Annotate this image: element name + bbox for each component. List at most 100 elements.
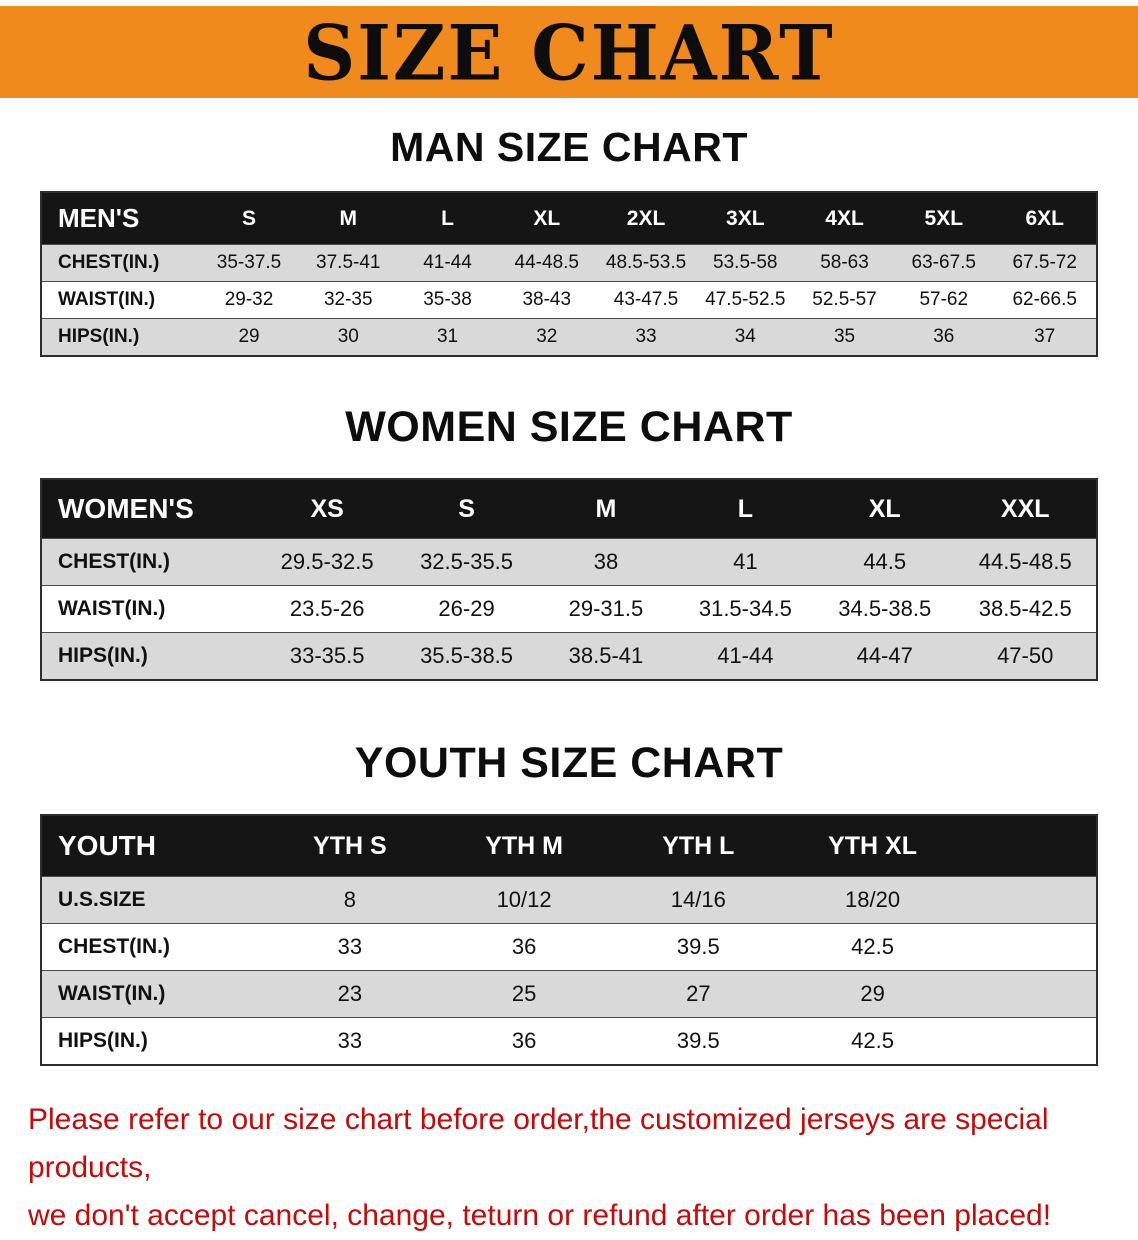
row-label-cell: CHEST(IN.)	[41, 244, 200, 282]
filler-cell	[959, 876, 1097, 924]
size-value-cell: 36	[894, 318, 994, 356]
table-row: CHEST(IN.) 35-37.5 37.5-41 41-44 44-48.5…	[41, 244, 1097, 282]
size-column-header: XL	[497, 192, 597, 245]
size-column-header: M	[536, 479, 676, 539]
men-section-heading: MAN SIZE CHART	[390, 124, 748, 170]
size-value-cell: 29	[199, 318, 299, 356]
footer-note-line1: Please refer to our size chart before or…	[28, 1103, 1049, 1184]
size-value-cell: 34.5-38.5	[815, 585, 955, 633]
size-column-header: 3XL	[695, 192, 795, 245]
filler-cell	[959, 970, 1097, 1018]
size-value-cell: 33-35.5	[257, 632, 397, 680]
men-size-table: MEN'S S M L XL 2XL 3XL 4XL 5XL 6XL CHEST…	[40, 191, 1098, 357]
size-column-header: XL	[815, 479, 955, 539]
size-value-cell: 36	[436, 1017, 612, 1065]
row-label-cell: HIPS(IN.)	[41, 632, 258, 680]
size-value-cell: 57-62	[894, 281, 994, 319]
size-value-cell: 38	[536, 538, 676, 586]
size-value-cell: 29-32	[199, 281, 299, 319]
size-value-cell: 47.5-52.5	[695, 281, 795, 319]
size-value-cell: 31	[397, 318, 498, 356]
men-table-title: MEN'S	[41, 192, 200, 245]
size-column-header: 6XL	[993, 192, 1097, 245]
size-value-cell: 34	[695, 318, 795, 356]
table-row: HIPS(IN.) 33-35.5 35.5-38.5 38.5-41 41-4…	[41, 632, 1097, 680]
size-value-cell: 43-47.5	[596, 281, 696, 319]
page-title: SIZE CHART	[303, 7, 835, 97]
size-value-cell: 41	[675, 538, 816, 586]
size-value-cell: 8	[262, 876, 437, 924]
row-label-cell: HIPS(IN.)	[41, 1017, 263, 1065]
size-column-header: XS	[257, 479, 397, 539]
size-value-cell: 35-38	[397, 281, 498, 319]
size-value-cell: 29.5-32.5	[257, 538, 397, 586]
size-column-header: 2XL	[596, 192, 696, 245]
size-column-header: M	[298, 192, 398, 245]
size-value-cell: 35-37.5	[199, 244, 299, 282]
size-value-cell: 44.5-48.5	[954, 538, 1097, 586]
size-value-cell: 23.5-26	[257, 585, 397, 633]
footer-note: Please refer to our size chart before or…	[28, 1096, 1110, 1240]
size-value-cell: 30	[298, 318, 398, 356]
youth-header-row: YOUTH YTH S YTH M YTH L YTH XL	[41, 815, 1097, 877]
size-value-cell: 32-35	[298, 281, 398, 319]
size-value-cell: 37	[993, 318, 1097, 356]
table-row: CHEST(IN.) 33 36 39.5 42.5	[41, 923, 1097, 971]
row-label-cell: WAIST(IN.)	[41, 970, 263, 1018]
size-value-cell: 32	[497, 318, 597, 356]
filler-cell	[959, 923, 1097, 971]
size-value-cell: 52.5-57	[794, 281, 895, 319]
size-value-cell: 53.5-58	[695, 244, 795, 282]
size-value-cell: 35	[794, 318, 895, 356]
size-value-cell: 38.5-42.5	[954, 585, 1097, 633]
size-value-cell: 67.5-72	[993, 244, 1097, 282]
banner: SIZE CHART	[0, 6, 1138, 98]
size-value-cell: 41-44	[397, 244, 498, 282]
table-row: HIPS(IN.) 33 36 39.5 42.5	[41, 1017, 1097, 1065]
size-column-header: YTH L	[611, 815, 786, 877]
size-value-cell: 25	[436, 970, 612, 1018]
size-value-cell: 41-44	[675, 632, 816, 680]
size-value-cell: 31.5-34.5	[675, 585, 816, 633]
row-label-cell: CHEST(IN.)	[41, 538, 258, 586]
women-table-title: WOMEN'S	[41, 479, 258, 539]
size-value-cell: 29-31.5	[536, 585, 676, 633]
row-label-cell: HIPS(IN.)	[41, 318, 200, 356]
women-section-heading: WOMEN SIZE CHART	[345, 403, 793, 451]
size-column-header: YTH M	[436, 815, 612, 877]
size-value-cell: 44-47	[815, 632, 955, 680]
size-value-cell: 38.5-41	[536, 632, 676, 680]
size-column-header: S	[199, 192, 299, 245]
size-chart-page: SIZE CHART MAN SIZE CHART MEN'S S M L XL…	[0, 6, 1138, 1240]
size-value-cell: 14/16	[611, 876, 786, 924]
table-row: WAIST(IN.) 23.5-26 26-29 29-31.5 31.5-34…	[41, 585, 1097, 633]
size-value-cell: 33	[262, 923, 437, 971]
size-value-cell: 23	[262, 970, 437, 1018]
size-value-cell: 39.5	[611, 923, 786, 971]
filler-cell	[959, 1017, 1097, 1065]
size-column-header: YTH XL	[785, 815, 960, 877]
youth-table-title: YOUTH	[41, 815, 263, 877]
size-column-header: S	[396, 479, 537, 539]
table-row: WAIST(IN.) 29-32 32-35 35-38 38-43 43-47…	[41, 281, 1097, 319]
size-value-cell: 35.5-38.5	[396, 632, 537, 680]
size-value-cell: 63-67.5	[894, 244, 994, 282]
size-value-cell: 10/12	[436, 876, 612, 924]
men-header-row: MEN'S S M L XL 2XL 3XL 4XL 5XL 6XL	[41, 192, 1097, 245]
row-label-cell: WAIST(IN.)	[41, 281, 200, 319]
size-value-cell: 33	[596, 318, 696, 356]
size-value-cell: 44.5	[815, 538, 955, 586]
youth-size-chart-section: YOUTH SIZE CHART YOUTH YTH S YTH M YTH L…	[0, 739, 1138, 1066]
footer-note-line2: we don't accept cancel, change, teturn o…	[28, 1199, 1052, 1232]
row-label-cell: WAIST(IN.)	[41, 585, 258, 633]
size-column-header: 4XL	[794, 192, 895, 245]
size-value-cell: 26-29	[396, 585, 537, 633]
women-size-chart-section: WOMEN SIZE CHART WOMEN'S XS S M L XL XXL	[0, 403, 1138, 681]
size-value-cell: 47-50	[954, 632, 1097, 680]
size-column-header: L	[397, 192, 498, 245]
size-value-cell: 38-43	[497, 281, 597, 319]
size-column-header: L	[675, 479, 816, 539]
men-size-chart-section: MAN SIZE CHART MEN'S S M L XL 2XL 3XL 4X…	[0, 124, 1138, 357]
row-label-cell: U.S.SIZE	[41, 876, 263, 924]
youth-size-table: YOUTH YTH S YTH M YTH L YTH XL U.S.SIZE …	[40, 814, 1098, 1066]
